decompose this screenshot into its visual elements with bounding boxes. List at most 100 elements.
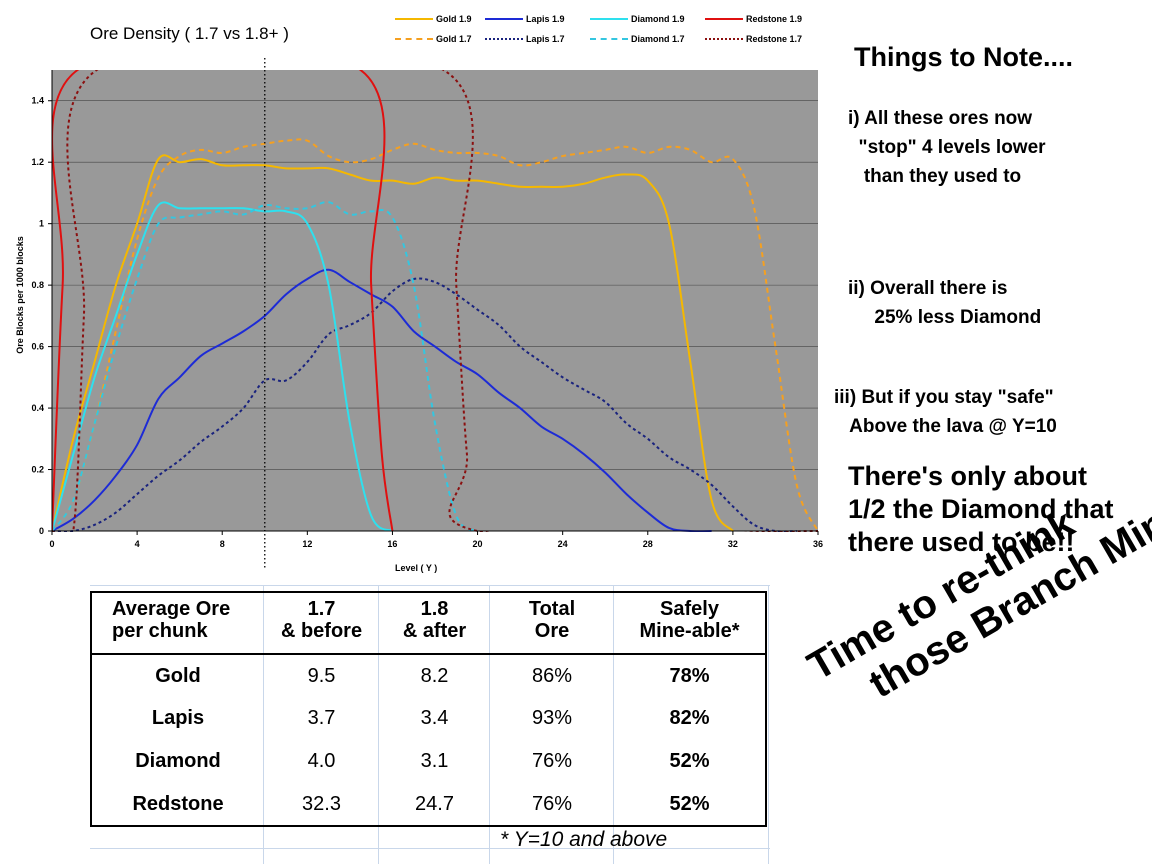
ore-name: Gold — [155, 664, 201, 687]
plot-area — [52, 70, 818, 531]
legend-label: Lapis 1.9 — [526, 14, 565, 24]
legend-label: Diamond 1.7 — [631, 34, 685, 44]
x-tick-label: 4 — [135, 539, 140, 549]
chart-legend: Gold 1.9 Lapis 1.9 Diamond 1.9 Redstone 1.9… — [395, 14, 802, 54]
x-tick-label: 28 — [643, 539, 653, 549]
legend-label: Diamond 1.9 — [631, 14, 685, 24]
legend-swatch — [485, 38, 523, 40]
header-safe: Safely Mine-able* — [639, 598, 740, 642]
x-tick-label: 16 — [387, 539, 397, 549]
legend-swatch — [395, 18, 433, 20]
value-v18: 8.2 — [420, 664, 449, 687]
legend-label: Redstone 1.9 — [746, 14, 803, 24]
x-tick-label: 12 — [302, 539, 312, 549]
value-v17: 4.0 — [307, 750, 336, 772]
legend-label: Lapis 1.7 — [526, 34, 565, 44]
legend-item: Redstone 1.9 — [705, 14, 802, 24]
header-v18: 1.8 & after — [402, 598, 467, 642]
x-tick-label: 20 — [473, 539, 483, 549]
y-tick-label: 0.2 — [31, 465, 44, 475]
legend-item: Redstone 1.7 — [705, 34, 802, 44]
legend-swatch — [705, 38, 743, 40]
grid-row-line — [90, 585, 770, 586]
legend-label: Gold 1.9 — [436, 14, 472, 24]
value-v17: 3.7 — [307, 707, 336, 729]
legend-item: Gold 1.7 — [395, 34, 472, 44]
x-tick-label: 32 — [728, 539, 738, 549]
ore-name: Lapis — [151, 707, 205, 729]
legend-item: Gold 1.9 — [395, 14, 472, 24]
series-line-redstone-1-7 — [52, 70, 818, 532]
spreadsheet-grid — [0, 585, 800, 864]
table-row: Gold 9.5 8.2 86% 78% — [91, 654, 766, 697]
table-row: Lapis 3.7 3.4 93% 82% — [91, 697, 766, 740]
grid-column-line — [263, 585, 264, 864]
y-tick-label: 1.2 — [31, 157, 44, 167]
x-tick-label: 0 — [49, 539, 54, 549]
axes: 0 0.2 0.4 0.6 0.8 1 1.2 1.4 0 4 8 12 16 20 24 28 32 36 — [31, 58, 823, 568]
y-tick-label: 1.4 — [31, 96, 44, 106]
ore-name: Redstone — [132, 792, 224, 815]
y-axis-label: Ore Blocks per 1000 blocks — [15, 236, 25, 354]
legend-swatch — [395, 38, 433, 40]
grid-row-line — [90, 848, 770, 849]
grid-column-line — [613, 585, 614, 864]
legend-swatch — [590, 38, 628, 40]
value-total: 76% — [531, 792, 573, 815]
series-line-lapis-1-7 — [52, 277, 797, 532]
x-axis-label: Level ( Y ) — [395, 563, 438, 573]
series-line-gold-1-9 — [52, 154, 734, 532]
series-line-diamond-1-9 — [52, 201, 394, 532]
value-v18: 3.4 — [420, 707, 449, 729]
note-3: iii) But if you stay "safe" Above the la… — [834, 387, 1057, 437]
legend-item: Lapis 1.9 — [485, 14, 565, 24]
ore-table: Average Ore per chunk 1.7 & before 1.8 &… — [90, 591, 767, 827]
grid-column-line — [489, 585, 490, 864]
table-footnote: * Y=10 and above — [500, 828, 668, 851]
note-1: i) All these ores now "stop" 4 levels lo… — [848, 108, 1046, 187]
legend-swatch — [590, 18, 628, 20]
legend-label: Gold 1.7 — [436, 34, 472, 44]
value-safe: 52% — [669, 750, 710, 772]
value-v18: 3.1 — [420, 750, 449, 772]
legend-swatch — [485, 18, 523, 20]
y-tick-label: 0.8 — [31, 280, 44, 290]
value-total: 76% — [531, 750, 573, 772]
series-line-lapis-1-9 — [52, 268, 712, 532]
chart-title: Ore Density ( 1.7 vs 1.8+ ) — [90, 24, 289, 43]
note-4: There's only about 1/2 the Diamond that … — [848, 461, 1114, 557]
header-v17: 1.7 & before — [280, 598, 363, 642]
table-row: Diamond 4.0 3.1 76% 52% — [91, 740, 766, 783]
value-v17: 9.5 — [307, 664, 336, 687]
table-row: Redstone 32.3 24.7 76% 52% — [91, 783, 766, 826]
ore-density-chart: 0 0.2 0.4 0.6 0.8 1 1.2 1.4 0 4 8 12 16 20 24 28 32 36 — [31, 58, 823, 568]
grid-column-line — [768, 585, 769, 864]
value-total: 86% — [531, 664, 573, 687]
header-average-ore: Average Ore per chunk — [112, 598, 231, 642]
value-total: 93% — [531, 707, 573, 729]
legend-item: Diamond 1.9 — [590, 14, 685, 24]
value-safe: 78% — [669, 664, 710, 687]
legend-item: Diamond 1.7 — [590, 34, 685, 44]
header-total: Total Ore — [528, 598, 576, 642]
value-safe: 52% — [669, 792, 710, 815]
y-tick-label: 1 — [39, 219, 44, 229]
legend-item: Lapis 1.7 — [485, 34, 565, 44]
y-tick-label: 0.4 — [31, 403, 44, 413]
value-safe: 82% — [669, 707, 710, 729]
grid-column-line — [378, 585, 379, 864]
x-tick-label: 36 — [813, 539, 823, 549]
y-tick-label: 0 — [39, 526, 44, 536]
notes-title: Things to Note.... — [854, 42, 1073, 72]
note-2: ii) Overall there is 25% less Diamond — [848, 278, 1042, 328]
series-line-diamond-1-7 — [52, 201, 479, 532]
series-lines — [52, 70, 818, 532]
y-tick-label: 0.6 — [31, 342, 44, 352]
series-line-gold-1-7 — [52, 138, 818, 532]
legend-label: Redstone 1.7 — [746, 34, 803, 44]
ore-name: Diamond — [135, 750, 221, 772]
x-tick-label: 24 — [558, 539, 568, 549]
x-tick-label: 8 — [220, 539, 225, 549]
series-line-redstone-1-9 — [52, 70, 394, 532]
legend-swatch — [705, 18, 743, 20]
